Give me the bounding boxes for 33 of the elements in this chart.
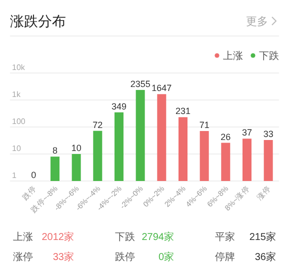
text: 下跌 (115, 231, 135, 243)
data-label: 2355 (130, 78, 150, 89)
y-tick-label: 10 (12, 144, 22, 153)
data-label: 8 (52, 146, 58, 156)
text: 2012家 (42, 231, 74, 243)
text: 停牌 (215, 251, 235, 263)
data-label: 231 (175, 106, 191, 116)
y-tick-label: 100 (12, 117, 26, 126)
data-label: 349 (111, 101, 127, 112)
data-label: 33 (263, 129, 274, 139)
data-label: 1647 (152, 83, 172, 94)
legend-label: 下跌 (259, 50, 279, 62)
text: 33家 (52, 251, 74, 263)
y-tick-label: 1 (12, 171, 17, 180)
text: 0家 (158, 251, 174, 263)
text: 涨停 (13, 251, 33, 263)
text: 上涨 (13, 231, 33, 243)
data-label: 37 (242, 128, 252, 138)
data-label: 26 (220, 132, 231, 142)
y-tick-label: 10k (12, 63, 26, 72)
data-label: 10 (71, 143, 82, 153)
data-label: 71 (199, 120, 210, 130)
legend-label: 上涨 (223, 50, 243, 62)
chart-title: 涨跌分布 (10, 13, 66, 29)
text: 0 (31, 170, 36, 180)
text: 2794家 (142, 231, 174, 243)
text: 更多 (246, 16, 268, 28)
text: 36家 (254, 251, 276, 263)
text: 平家 (215, 231, 235, 243)
y-tick-label: 1k (12, 90, 22, 99)
data-label: 72 (92, 120, 103, 130)
text: 215家 (249, 231, 276, 243)
text: 跌停 (115, 251, 135, 263)
